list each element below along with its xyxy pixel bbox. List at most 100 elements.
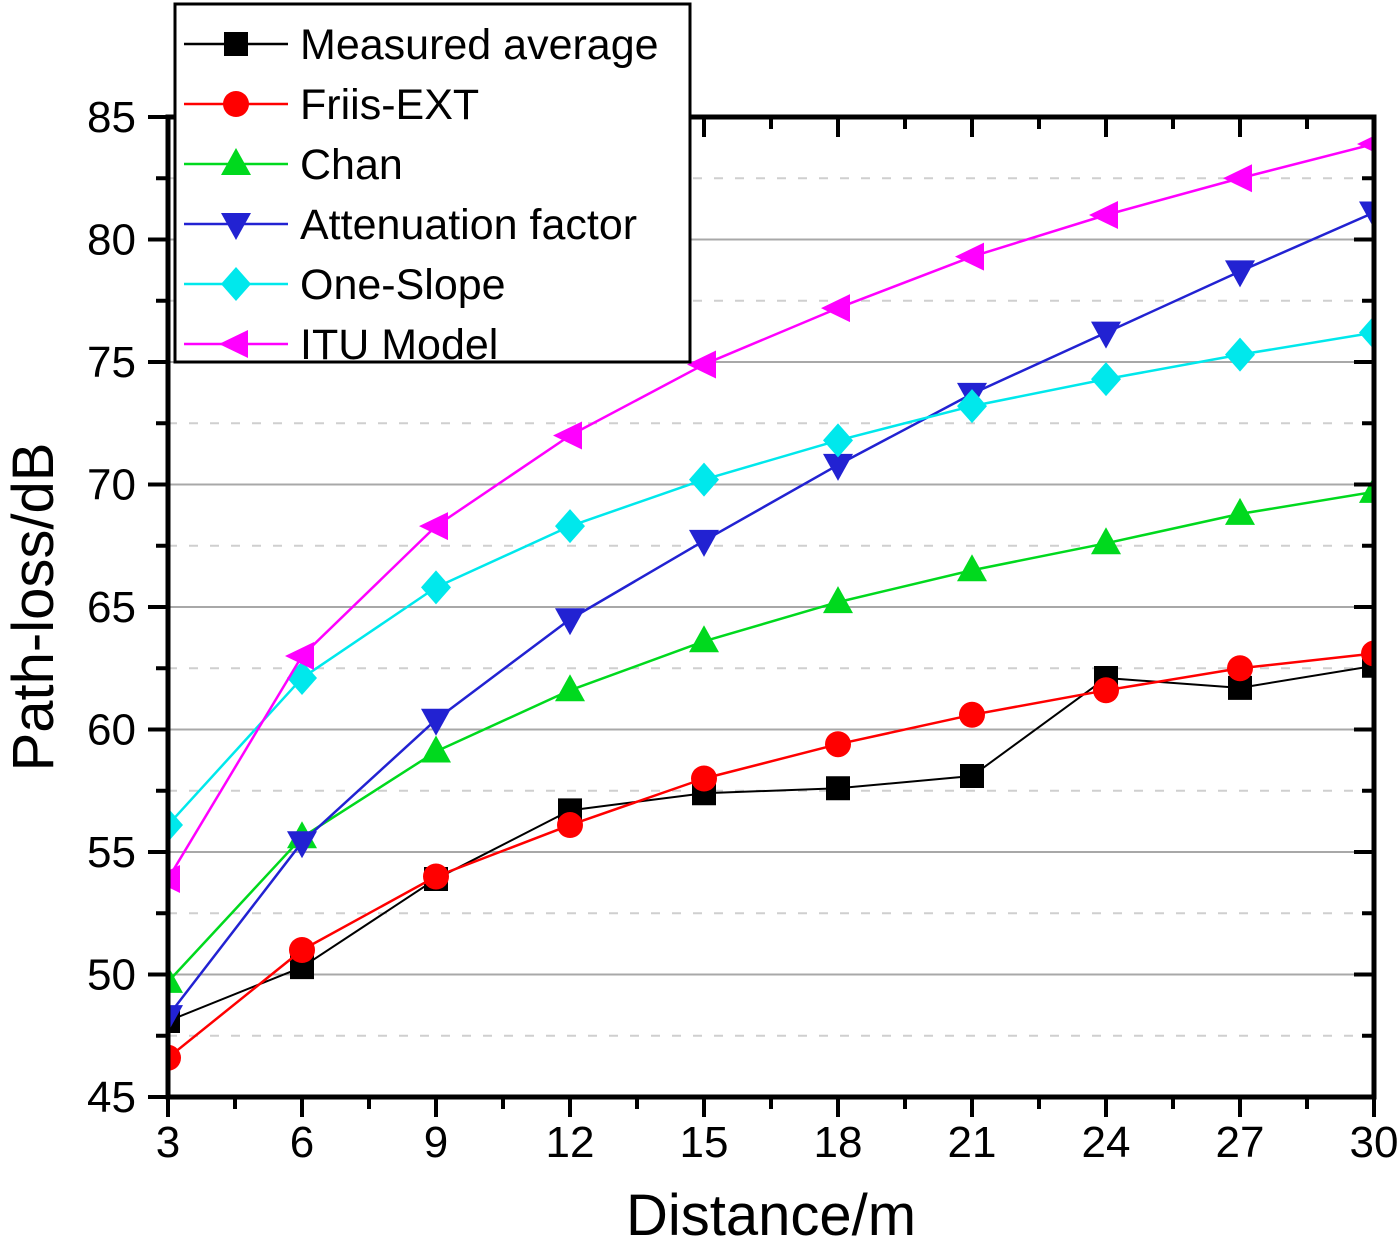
data-point-measured-average	[1228, 675, 1252, 700]
series-line-measured-average	[168, 664, 1374, 1022]
series-measured-average	[168, 653, 1374, 1034]
y-tick-label: 85	[87, 93, 136, 142]
x-tick-label: 15	[680, 1118, 729, 1167]
y-tick-label: 50	[87, 951, 136, 1000]
data-point-itu-model	[168, 864, 180, 893]
data-point-one-slope	[168, 808, 183, 843]
data-point-attenuation-factor	[421, 708, 451, 736]
data-point-chan	[689, 625, 719, 653]
data-point-friis-ext	[289, 937, 315, 963]
data-point-friis-ext	[1227, 655, 1253, 682]
data-point-attenuation-factor	[1225, 260, 1255, 288]
y-tick-label: 65	[87, 583, 136, 632]
legend: Measured average Friis-EXT Chan Attenuation…	[173, 2, 692, 369]
legend-label-chan: Chan	[300, 141, 403, 189]
y-tick-label: 45	[87, 1073, 136, 1122]
data-point-attenuation-factor	[823, 453, 853, 481]
data-point-itu-model	[821, 294, 850, 323]
legend-box	[173, 2, 692, 364]
legend-label-friis-ext: Friis-EXT	[300, 81, 479, 129]
y-tick-label: 55	[87, 828, 136, 877]
data-point-measured-average	[826, 776, 850, 801]
legend-marker-friis-ext	[223, 91, 249, 117]
series-itu-model	[168, 135, 1374, 893]
data-point-attenuation-factor	[168, 1005, 183, 1033]
data-point-itu-model	[553, 421, 582, 450]
legend-label-one-slope: One-Slope	[300, 261, 506, 309]
data-point-itu-model	[955, 242, 984, 271]
data-point-chan	[421, 735, 451, 763]
series-line-one-slope	[168, 331, 1374, 826]
legend-marker-measured-average	[224, 32, 248, 56]
y-tick-label: 80	[87, 216, 136, 265]
data-point-friis-ext	[557, 812, 583, 839]
legend-marker-one-slope	[221, 267, 251, 301]
data-point-chan	[1225, 497, 1255, 525]
data-point-chan	[823, 586, 853, 614]
data-point-one-slope	[555, 509, 585, 544]
series-line-chan	[168, 490, 1374, 983]
x-tick-label: 12	[546, 1118, 595, 1167]
x-tick-label: 3	[156, 1118, 180, 1167]
plot-area	[168, 135, 1374, 1071]
series-attenuation-factor	[168, 201, 1374, 1033]
y-tick-label: 60	[87, 706, 136, 755]
series-chan	[168, 475, 1374, 993]
data-point-itu-model	[1357, 135, 1374, 153]
legend-item-measured-average: Measured average	[184, 21, 659, 69]
legend-item-friis-ext: Friis-EXT	[184, 81, 479, 129]
y-tick-label: 70	[87, 461, 136, 510]
x-axis-title: Distance/m	[625, 1183, 917, 1248]
data-point-friis-ext	[1361, 640, 1374, 667]
data-point-itu-model	[1223, 164, 1252, 193]
data-point-friis-ext	[423, 863, 449, 890]
data-point-itu-model	[1089, 201, 1118, 229]
y-axis-title: Path-loss/dB	[1, 442, 66, 772]
data-point-one-slope	[421, 570, 451, 605]
data-point-attenuation-factor	[689, 529, 719, 557]
x-tick-label: 18	[814, 1118, 863, 1167]
data-point-one-slope	[957, 389, 987, 424]
x-tick-label: 6	[290, 1118, 314, 1167]
x-tick-label: 9	[424, 1118, 448, 1167]
data-point-friis-ext	[959, 701, 985, 728]
data-point-one-slope	[1225, 337, 1255, 372]
data-point-one-slope	[1359, 315, 1374, 350]
series-line-friis-ext	[168, 652, 1374, 1059]
legend-marker-chan	[221, 148, 251, 175]
data-point-one-slope	[823, 423, 853, 458]
data-point-attenuation-factor	[1359, 201, 1374, 229]
series-line-itu-model	[168, 142, 1374, 880]
x-tick-label: 21	[948, 1118, 997, 1167]
legend-label-attenuation-factor: Attenuation factor	[300, 201, 637, 249]
series-friis-ext	[168, 640, 1374, 1071]
x-tick-label: 27	[1216, 1118, 1265, 1167]
data-point-attenuation-factor	[287, 831, 317, 859]
series-one-slope	[168, 315, 1374, 843]
legend-item-one-slope: One-Slope	[184, 261, 506, 309]
data-point-chan	[555, 674, 585, 702]
data-point-friis-ext	[825, 731, 851, 758]
legend-label-itu-model: ITU Model	[300, 321, 498, 369]
x-tick-label: 24	[1082, 1118, 1131, 1167]
y-tick-label: 75	[87, 338, 136, 387]
data-point-chan	[1091, 527, 1121, 555]
data-point-itu-model	[419, 512, 448, 541]
data-point-attenuation-factor	[1091, 321, 1121, 349]
x-tick-label: 30	[1350, 1118, 1399, 1167]
legend-item-chan: Chan	[184, 141, 403, 189]
data-point-itu-model	[285, 642, 314, 670]
data-point-attenuation-factor	[555, 608, 585, 636]
legend-item-attenuation-factor: Attenuation factor	[184, 201, 637, 249]
data-point-one-slope	[689, 462, 719, 497]
data-point-itu-model	[687, 350, 716, 379]
legend-marker-itu-model	[219, 330, 248, 358]
data-point-friis-ext	[168, 1044, 181, 1071]
series-line-attenuation-factor	[168, 211, 1374, 1017]
data-point-friis-ext	[691, 765, 717, 792]
data-point-measured-average	[960, 764, 984, 789]
data-point-chan	[957, 554, 987, 582]
legend-marker-attenuation-factor	[221, 213, 251, 240]
